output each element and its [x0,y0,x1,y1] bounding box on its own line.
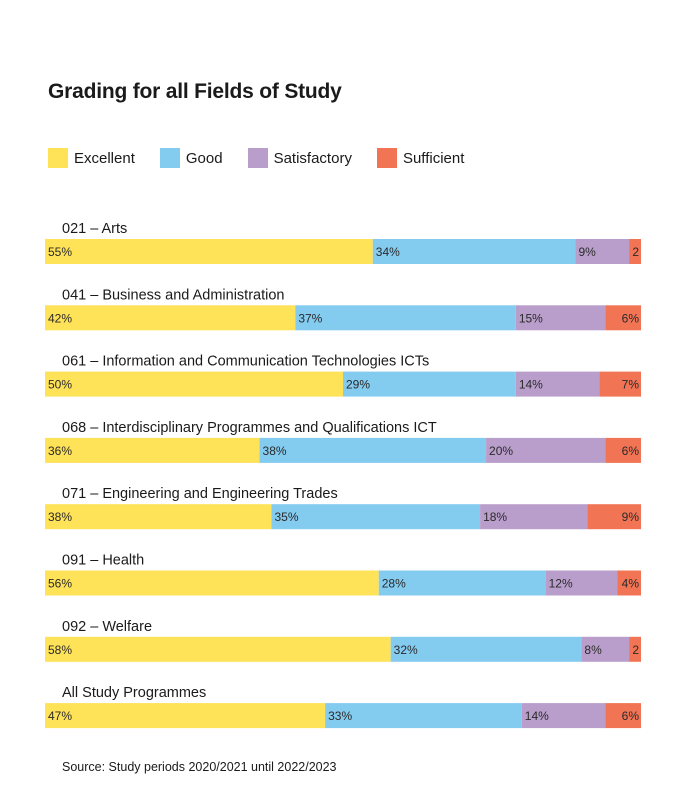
bar-segment-sufficient [629,239,641,264]
bar-segment-excellent [45,239,373,264]
legend-item-good: Good [159,148,223,168]
legend-label-excellent: Excellent [74,149,135,167]
data-label: 36% [48,444,72,458]
bar-segment-excellent [45,570,379,596]
bar-segment-excellent [45,703,326,729]
data-label: 12% [549,577,573,591]
bar-segment-satisfactory [515,305,606,331]
category-label: 061 – Information and Communication Tech… [62,354,429,370]
data-label: 37% [298,311,322,325]
bar-segment-satisfactory [575,239,630,264]
legend-swatch-sufficient [376,148,397,168]
bar-segment-satisfactory [515,371,600,397]
data-label: 38% [263,444,287,458]
category-label: 091 – Health [62,553,144,569]
bar-segment-satisfactory [545,570,618,596]
category-label: All Study Programmes [62,685,206,701]
data-label: 50% [48,378,72,392]
bar-segment-good [295,305,516,331]
bar-row: 021 – Arts 55% 34% 9% 2 [45,221,641,264]
bar-row: 091 – Health 56% 28% 12% 4% [45,553,641,596]
bar-segment-sufficient [605,305,641,331]
data-label: 38% [48,510,72,524]
data-label: 42% [48,311,72,325]
legend-item-sufficient: Sufficient [376,148,465,168]
legend-label-sufficient: Sufficient [402,149,465,167]
legend-item-excellent: Excellent [48,148,135,168]
bar-segment-sufficient [605,703,641,729]
bar-segment-excellent [45,305,296,331]
legend-swatch-good [159,148,180,168]
data-label: 14% [525,709,549,723]
legend: Excellent Good Satisfactory Sufficient [48,148,489,168]
data-label: 14% [519,378,543,392]
legend-swatch-excellent [48,148,68,168]
bar-segment-good [259,437,487,463]
data-label: 6% [622,444,640,458]
category-label: 071 – Engineering and Engineering Trades [62,486,338,502]
data-label: 6% [622,709,640,723]
data-label: 20% [489,444,513,458]
legend-label-good: Good [185,149,223,167]
category-label: 092 – Welfare [62,619,152,635]
data-label: 9% [578,245,596,259]
data-label: 4% [622,577,640,591]
data-label: 8% [584,643,602,657]
bar-segment-good [343,371,516,397]
data-label: 35% [274,510,298,524]
bar-segment-excellent [45,504,272,530]
bar-segment-sufficient [599,371,641,397]
bar-row: 071 – Engineering and Engineering Trades… [45,486,641,530]
bar-segment-good [390,636,582,662]
bar-segment-sufficient [629,636,641,662]
bar-segment-excellent [45,371,343,397]
bar-segment-sufficient [587,504,641,530]
bar-segment-good [378,570,546,596]
bar-row: 092 – Welfare 58% 32% 8% 2 [45,619,641,662]
bar-segment-sufficient [605,437,641,463]
data-label: 47% [48,709,72,723]
data-label: 58% [48,643,72,657]
data-label: 56% [48,577,72,591]
legend-item-satisfactory: Satisfactory [247,148,352,168]
data-label: 33% [328,709,352,723]
category-label: 021 – Arts [62,221,127,237]
bar-row: 068 – Interdisciplinary Programmes and Q… [45,420,641,463]
data-label: 9% [622,510,640,524]
bar-row: 061 – Information and Communication Tech… [45,354,641,397]
data-label: 32% [394,643,418,657]
bar-segment-sufficient [617,570,641,596]
data-label: 6% [622,311,640,325]
legend-swatch-satisfactory [247,148,268,168]
bar-segment-excellent [45,437,260,463]
source-note: Source: Study periods 2020/2021 until 20… [62,760,337,774]
data-label: 29% [346,378,370,392]
bar-segment-satisfactory [521,703,606,729]
chart-title: Grading for all Fields of Study [48,80,342,103]
bar-segment-good [372,239,576,264]
category-label: 041 – Business and Administration [62,287,284,303]
bar-segment-good [325,703,522,729]
bar-segment-excellent [45,636,391,662]
data-label: 55% [48,245,72,259]
legend-label-satisfactory: Satisfactory [273,149,352,167]
bar-row: 041 – Business and Administration 42% 37% 1… [45,287,641,331]
data-label: 34% [376,245,400,259]
data-label: 2 [632,643,639,657]
data-label: 28% [382,577,406,591]
bar-row: All Study Programmes 47% 33% 14% 6% [45,685,641,729]
data-label: 2 [632,245,639,259]
data-label: 18% [483,510,507,524]
bar-segment-satisfactory [480,504,588,530]
bar-segment-satisfactory [581,636,630,662]
bar-segment-good [271,504,481,530]
data-label: 7% [622,378,640,392]
category-label: 068 – Interdisciplinary Programmes and Q… [62,420,437,436]
bar-segment-satisfactory [486,437,606,463]
data-label: 15% [519,311,543,325]
